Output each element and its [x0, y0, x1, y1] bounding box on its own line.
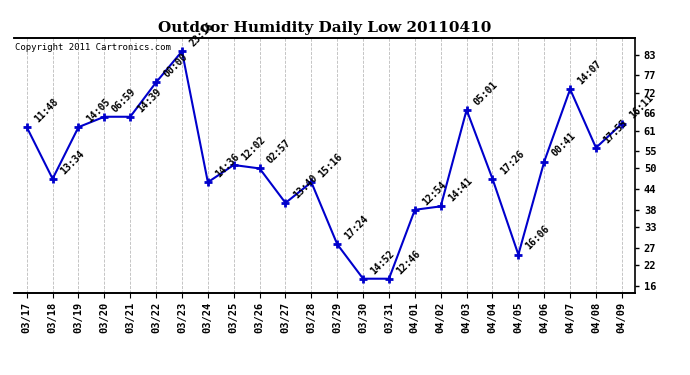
Text: 12:54: 12:54	[420, 179, 448, 207]
Text: 05:01: 05:01	[472, 79, 500, 107]
Text: 14:41: 14:41	[446, 176, 474, 204]
Text: 11:48: 11:48	[32, 96, 60, 124]
Title: Outdoor Humidity Daily Low 20110410: Outdoor Humidity Daily Low 20110410	[157, 21, 491, 35]
Text: 02:57: 02:57	[265, 138, 293, 166]
Text: Copyright 2011 Cartronics.com: Copyright 2011 Cartronics.com	[15, 43, 171, 52]
Text: 13:40: 13:40	[291, 172, 319, 200]
Text: 14:52: 14:52	[368, 248, 397, 276]
Text: 14:07: 14:07	[575, 58, 604, 86]
Text: 14:36: 14:36	[213, 152, 242, 180]
Text: 13:34: 13:34	[58, 148, 86, 176]
Text: 16:06: 16:06	[524, 224, 552, 252]
Text: 06:59: 06:59	[110, 86, 138, 114]
Text: 17:26: 17:26	[498, 148, 526, 176]
Text: 14:39: 14:39	[136, 86, 164, 114]
Text: 15:16: 15:16	[317, 152, 345, 180]
Text: 17:24: 17:24	[343, 214, 371, 242]
Text: 16:11: 16:11	[627, 93, 656, 121]
Text: 00:41: 00:41	[550, 131, 578, 159]
Text: 12:46: 12:46	[395, 248, 422, 276]
Text: 17:55: 17:55	[602, 117, 629, 145]
Text: 14:05: 14:05	[84, 96, 112, 124]
Text: 00:00: 00:00	[161, 52, 190, 80]
Text: 23:15: 23:15	[188, 21, 215, 48]
Text: 12:02: 12:02	[239, 134, 267, 162]
